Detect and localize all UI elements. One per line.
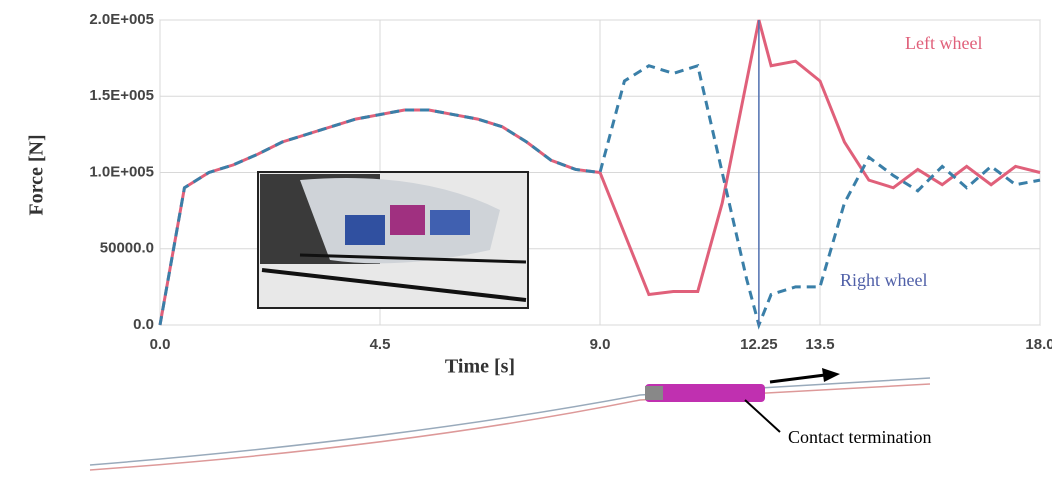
track-sketch	[90, 368, 930, 470]
y-tick-label: 1.0E+005	[89, 163, 154, 180]
y-tick-label: 1.5E+005	[89, 87, 154, 104]
y-tick-label: 2.0E+005	[89, 11, 154, 28]
x-tick-label: 9.0	[590, 336, 611, 353]
y-tick-label: 0.0	[133, 316, 154, 333]
chart: Time [s] Force [N] Contact termination 0…	[0, 0, 1052, 477]
annotation: Contact termination	[788, 427, 931, 447]
series-label: Left wheel	[905, 33, 982, 53]
series-label: Right wheel	[840, 270, 928, 290]
x-tick-label: 13.5	[805, 336, 834, 353]
y-axis-title: Force [N]	[26, 134, 48, 215]
x-tick-label: 18.0	[1025, 336, 1052, 353]
x-tick-label: 4.5	[370, 336, 391, 353]
inset-image	[258, 172, 528, 308]
x-axis-title: Time [s]	[445, 356, 515, 378]
x-tick-label: 12.25	[740, 336, 778, 353]
y-tick-label: 50000.0	[100, 240, 154, 257]
x-tick-label: 0.0	[150, 336, 171, 353]
